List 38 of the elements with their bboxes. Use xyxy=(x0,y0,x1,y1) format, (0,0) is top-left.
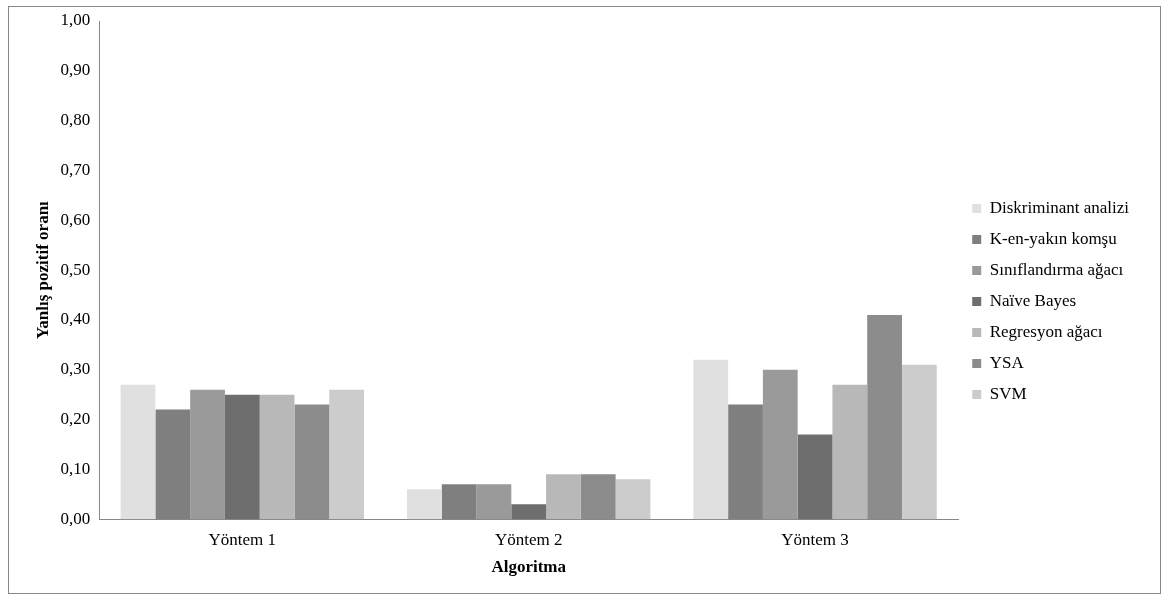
y-tick-label: 0,90 xyxy=(60,60,91,80)
bar xyxy=(901,364,937,520)
y-tick-label: 0,30 xyxy=(60,359,91,379)
legend-label: SVM xyxy=(989,383,1027,403)
y-axis-title: Yanlış pozitif oranı xyxy=(32,200,52,340)
legend-label: Sınıflandırma ağacı xyxy=(989,259,1124,279)
bar xyxy=(546,474,581,520)
legend-label: Regresyon ağacı xyxy=(989,321,1103,341)
y-tick-label: 0,80 xyxy=(60,110,91,130)
legend-label: Naïve Bayes xyxy=(989,290,1077,310)
bar xyxy=(476,484,512,520)
y-tick-label: 0,50 xyxy=(60,259,91,279)
y-tick-label: 0,10 xyxy=(60,458,91,478)
legend-label: K-en-yakın komşu xyxy=(989,228,1118,248)
x-tick-label: Yöntem 2 xyxy=(494,529,563,549)
bar xyxy=(762,369,798,520)
bar xyxy=(190,389,225,520)
y-tick-label: 0,00 xyxy=(60,508,91,528)
y-tick-label: 0,40 xyxy=(60,309,91,329)
x-tick-label: Yöntem 3 xyxy=(781,529,849,549)
x-tick-label: Yöntem 1 xyxy=(208,529,277,549)
bar xyxy=(224,394,260,520)
legend-label: Diskriminant analizi xyxy=(989,197,1130,217)
bar xyxy=(120,384,156,520)
bar xyxy=(329,389,365,520)
bar xyxy=(693,359,729,520)
y-tick-label: 1,00 xyxy=(60,10,91,30)
bar xyxy=(259,394,295,520)
bar xyxy=(511,504,547,520)
y-tick-label: 0,20 xyxy=(60,409,91,429)
legend-label: YSA xyxy=(989,352,1025,372)
y-tick-label: 0,60 xyxy=(60,209,91,229)
bar xyxy=(832,384,868,520)
bar xyxy=(406,489,442,520)
bar xyxy=(615,479,651,520)
y-tick-label: 0,70 xyxy=(60,159,91,179)
x-axis-title: Algoritma xyxy=(491,557,567,577)
bar xyxy=(797,434,833,520)
